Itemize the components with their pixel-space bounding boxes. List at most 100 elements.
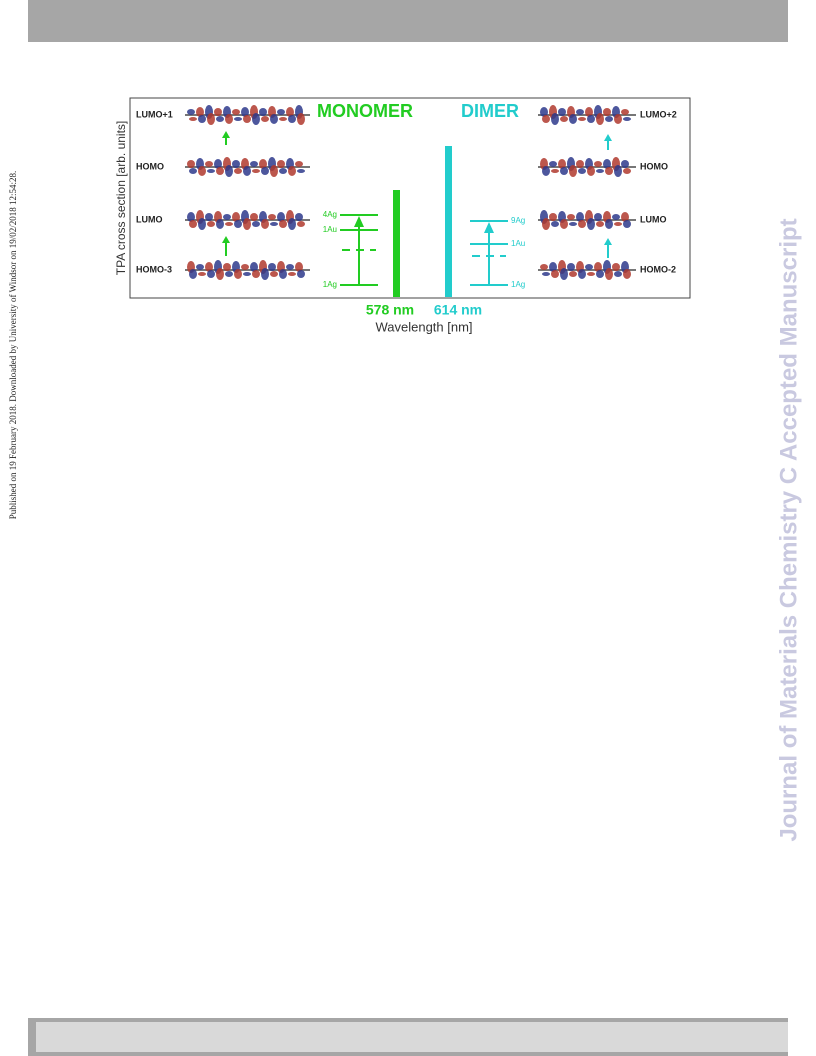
arrow-head: [222, 236, 230, 243]
orbital-lobe: [295, 262, 303, 272]
dimer-bar: [445, 146, 452, 297]
orbital-lobe: [603, 108, 611, 116]
orbital-lobe: [603, 159, 611, 169]
monomer-title: MONOMER: [317, 101, 413, 121]
footer-inner: [36, 1022, 788, 1052]
arrow-head: [604, 238, 612, 245]
orbital-lobe: [297, 221, 305, 227]
monomer-bar: [393, 190, 400, 297]
orbital-lobe: [542, 272, 550, 276]
orbital-lobe: [596, 221, 604, 227]
orbital-lobe: [205, 161, 213, 167]
orbital-lobe: [614, 114, 622, 124]
orbital-lobe: [232, 109, 240, 115]
orbital-lobe: [578, 220, 586, 228]
state-label: 1Au: [323, 225, 337, 234]
orbital-label: LUMO+2: [640, 109, 677, 119]
orbital-lobe: [585, 264, 593, 270]
arrow-head: [604, 134, 612, 141]
orbital-lobe: [225, 165, 233, 177]
orbital-lobe: [623, 117, 631, 121]
orbital-lobe: [189, 220, 197, 228]
orbital-lobe: [279, 117, 287, 121]
orbital-label: LUMO: [136, 214, 163, 224]
orbital-lobe: [252, 169, 260, 173]
orbital-lobe: [569, 222, 577, 226]
orbital-lobe: [198, 272, 206, 276]
orbital-lobe: [549, 161, 557, 167]
arrow-head: [222, 131, 230, 138]
orbital-lobe: [189, 269, 197, 279]
orbital-lobe: [225, 222, 233, 226]
orbital-lobe: [225, 114, 233, 124]
orbital-lobe: [270, 271, 278, 277]
state-label: 4Ag: [323, 210, 337, 219]
orbital-lobe: [614, 222, 622, 226]
orbital-lobe: [261, 116, 269, 122]
y-axis-label: TPA cross section [arb. units]: [114, 121, 128, 276]
orbital-lobe: [578, 269, 586, 279]
orbital-lobe: [551, 270, 559, 278]
orbital-lobe: [225, 271, 233, 277]
orbital-lobe: [587, 166, 595, 176]
orbital-lobe: [187, 212, 195, 222]
orbital-lobe: [232, 212, 240, 222]
orbital-lobe: [542, 166, 550, 176]
orbital-lobe: [223, 263, 231, 271]
orbital-lobe: [216, 268, 224, 280]
orbital-lobe: [612, 263, 620, 271]
orbital-lobe: [270, 222, 278, 226]
orbital-lobe: [279, 168, 287, 174]
orbital-lobe: [594, 213, 602, 221]
orbital-lobe: [621, 212, 629, 222]
orbital-lobe: [205, 213, 213, 221]
side-note: Published on 19 February 2018. Downloade…: [8, 171, 18, 519]
orbital-lobe: [216, 167, 224, 175]
orbital-lobe: [605, 219, 613, 229]
orbital-lobe: [569, 114, 577, 124]
orbital-lobe: [605, 268, 613, 280]
orbital-lobe: [216, 219, 224, 229]
orbital-lobe: [279, 269, 287, 279]
orbital-lobe: [270, 165, 278, 177]
orbital-lobe: [623, 269, 631, 279]
orbital-lobe: [187, 160, 195, 168]
orbital-lobe: [540, 107, 548, 117]
orbital-lobe: [198, 115, 206, 123]
orbital-lobe: [196, 264, 204, 270]
orbital-lobe: [187, 109, 195, 115]
orbital-lobe: [261, 167, 269, 175]
orbital-lobe: [243, 272, 251, 276]
orbital-lobe: [216, 116, 224, 122]
orbital-lobe: [567, 263, 575, 271]
orbital-lobe: [268, 214, 276, 220]
orbital-lobe: [259, 108, 267, 116]
orbital-lobe: [252, 221, 260, 227]
orbital-lobe: [223, 214, 231, 220]
orbital-lobe: [259, 159, 267, 169]
journal-watermark: Journal of Materials Chemistry C Accepte…: [775, 218, 802, 841]
orbital-lobe: [558, 159, 566, 169]
figure: TPA cross section [arb. units] Wavelengt…: [114, 97, 691, 334]
orbital-lobe: [241, 107, 249, 117]
orbital-label: HOMO: [640, 161, 668, 171]
orbital-lobe: [252, 270, 260, 278]
orbital-lobe: [549, 262, 557, 272]
orbital-lobe: [621, 160, 629, 168]
orbital-lobe: [297, 113, 305, 125]
orbital-label: LUMO: [640, 214, 667, 224]
monomer-wavelength: 578 nm: [366, 302, 414, 318]
orbital-lobe: [279, 220, 287, 228]
state-label: 9Ag: [511, 216, 525, 225]
orbital-lobe: [288, 115, 296, 123]
orbital-lobe: [585, 107, 593, 117]
orbital-lobe: [268, 263, 276, 271]
dimer-title: DIMER: [461, 101, 519, 121]
orbital-lobe: [243, 166, 251, 176]
orbital-lobe: [560, 167, 568, 175]
orbital-lobe: [234, 220, 242, 228]
orbital-lobe: [207, 169, 215, 173]
orbital-lobe: [605, 167, 613, 175]
orbital-lobe: [596, 270, 604, 278]
